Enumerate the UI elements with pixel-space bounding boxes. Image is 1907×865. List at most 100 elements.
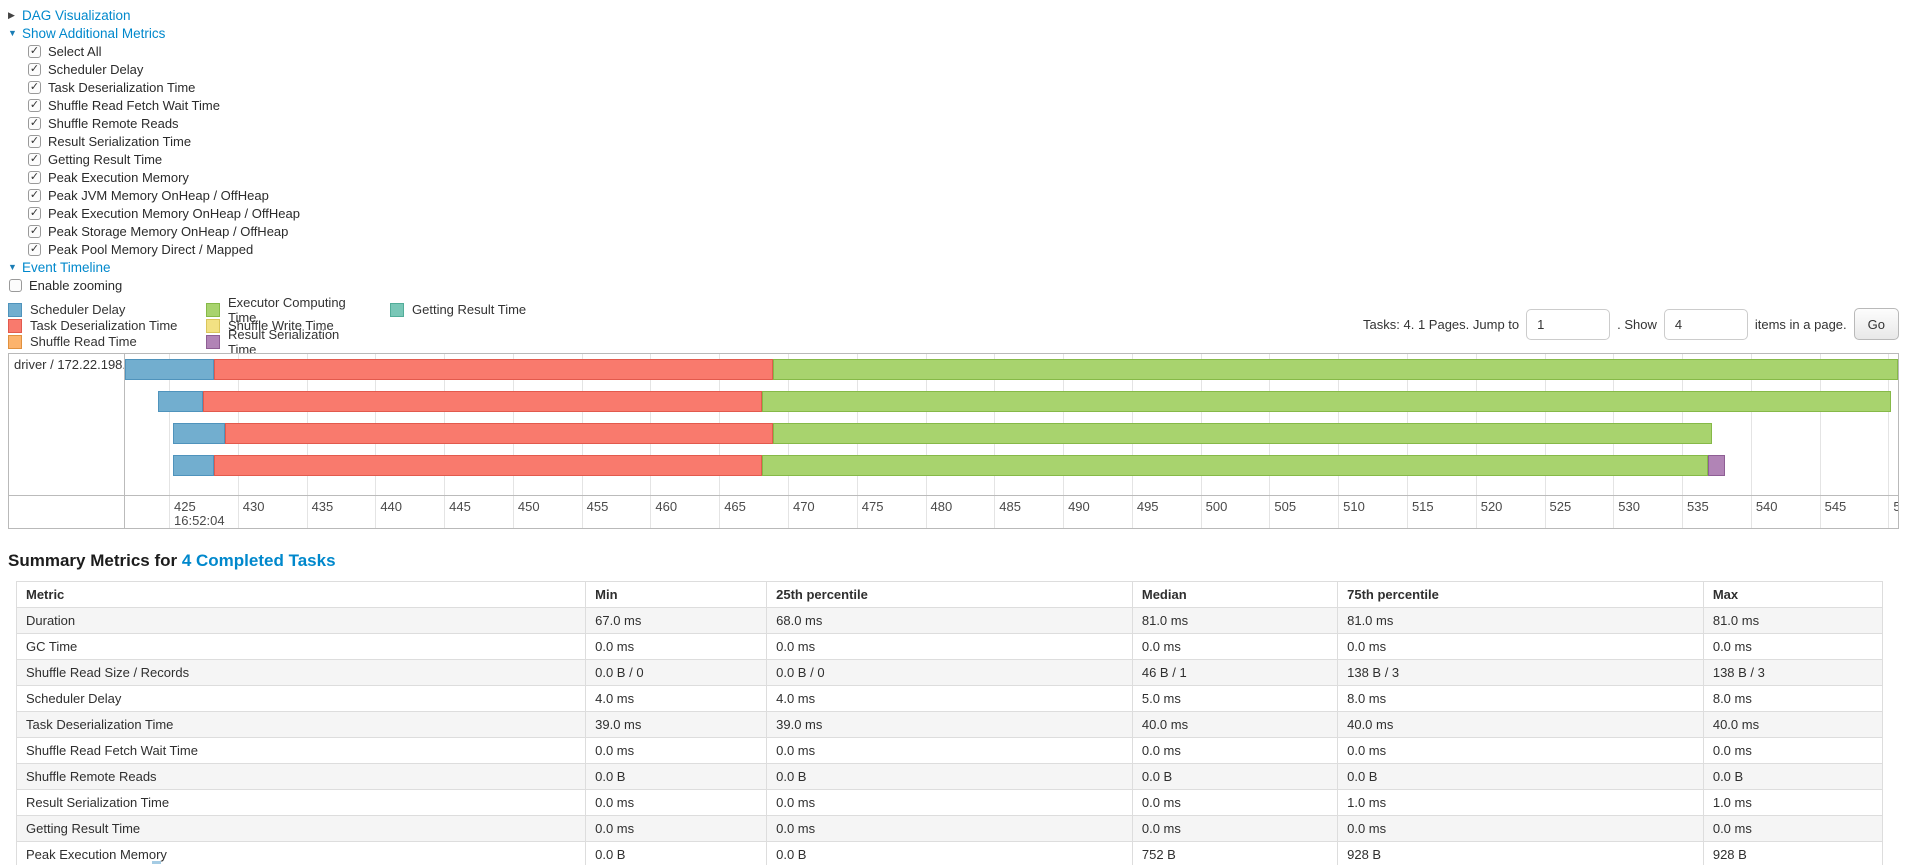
metric-option-peak-storage-memory-onheap-offheap[interactable]: ✓ Peak Storage Memory OnHeap / OffHeap <box>28 222 1907 240</box>
task-3-scheduler-segment[interactable] <box>173 423 226 444</box>
table-cell: 68.0 ms <box>766 607 1133 634</box>
checkbox-icon[interactable]: ✓ <box>28 224 41 238</box>
metric-option-result-serialization-time[interactable]: ✓ Result Serialization Time <box>28 132 1907 150</box>
table-cell: 0.0 ms <box>1337 633 1704 660</box>
heading-prefix: Summary Metrics for <box>8 551 182 570</box>
go-button[interactable]: Go <box>1853 308 1899 340</box>
checkbox-icon[interactable]: ✓ <box>28 80 41 94</box>
axis-tick-label: 445 <box>449 499 471 514</box>
table-cell: 0.0 ms <box>1702 633 1884 660</box>
task-1-scheduler-segment[interactable] <box>125 359 215 380</box>
dag-visualization-link[interactable]: DAG Visualization <box>22 7 131 23</box>
checkbox-icon[interactable]: ✓ <box>28 116 41 130</box>
enable-zooming-option[interactable]: Enable zooming <box>8 276 1907 294</box>
completed-tasks-link[interactable]: 4 Completed Tasks <box>181 551 336 570</box>
table-row-shuffle-read-size-records: Shuffle Read Size / Records 0.0 B / 0 0.0 … <box>15 659 1884 686</box>
axis-tick-label: 480 <box>930 499 953 514</box>
checkbox-icon[interactable]: ✓ <box>28 134 41 148</box>
jump-to-page-input[interactable] <box>1526 308 1611 340</box>
clipped-next-section <box>152 861 161 864</box>
task-2-scheduler-segment[interactable] <box>158 391 204 412</box>
scheduler-delay-swatch-icon <box>8 302 22 317</box>
chevron-right-icon: ▶ <box>8 9 15 20</box>
event-timeline-link[interactable]: Event Timeline <box>22 259 111 275</box>
task-4-deserialization-segment[interactable] <box>214 455 762 476</box>
metric-option-shuffle-read-fetch-wait-time[interactable]: ✓ Shuffle Read Fetch Wait Time <box>28 96 1907 114</box>
checkbox-icon[interactable]: ✓ <box>28 98 41 112</box>
legend-label: Shuffle Read Time <box>30 334 137 349</box>
metric-option-getting-result-time[interactable]: ✓ Getting Result Time <box>28 150 1907 168</box>
task-1-executor-segment[interactable] <box>772 359 1898 380</box>
table-header-row: Metric Min 25th percentile Median 75th perce… <box>15 581 1884 608</box>
metric-option-label: Peak Storage Memory OnHeap / OffHeap <box>48 223 289 239</box>
top-controls: ▶ DAG Visualization ▼ Show Additional Me… <box>0 6 1907 294</box>
table-cell: 0.0 B <box>1131 763 1339 790</box>
show-additional-metrics-link[interactable]: Show Additional Metrics <box>22 25 166 41</box>
metric-option-peak-pool-memory-direct-mapped[interactable]: ✓ Peak Pool Memory Direct / Mapped <box>28 240 1907 258</box>
executor-computing-time-swatch-icon <box>206 302 220 317</box>
metric-option-scheduler-delay[interactable]: ✓ Scheduler Delay <box>28 60 1907 78</box>
checkbox-icon[interactable]: ✓ <box>28 170 41 184</box>
task-4-result_serialization-segment[interactable] <box>1708 455 1725 476</box>
result-serialization-time-swatch-icon <box>206 334 220 349</box>
legend-item-shuffle-write-time: Shuffle Write Time <box>206 318 364 333</box>
event-timeline-toggle[interactable]: ▼ Event Timeline <box>8 258 1907 276</box>
legend-label: Shuffle Write Time <box>228 318 334 333</box>
metric-option-label: Select All <box>48 43 102 59</box>
legend-label: Getting Result Time <box>412 302 527 317</box>
table-cell: 0.0 ms <box>1131 633 1339 660</box>
enable-zooming-checkbox[interactable] <box>9 278 22 292</box>
checkbox-icon[interactable]: ✓ <box>28 206 41 220</box>
metric-option-task-deserialization-time[interactable]: ✓ Task Deserialization Time <box>28 78 1907 96</box>
table-cell: Shuffle Read Size / Records <box>15 659 587 686</box>
checkbox-icon[interactable]: ✓ <box>28 242 41 256</box>
task-4-scheduler-segment[interactable] <box>173 455 215 476</box>
legend-item-result-serialization-time: Result Serialization Time <box>206 327 364 357</box>
legend-label: Scheduler Delay <box>30 302 126 317</box>
table-cell: Shuffle Read Fetch Wait Time <box>15 737 587 764</box>
axis-tick-label: 425 <box>174 499 196 514</box>
timeline-label-column: driver / 172.22.198.104 <box>9 354 125 528</box>
table-cell: 0.0 ms <box>585 789 768 816</box>
checkbox-icon[interactable]: ✓ <box>28 62 41 76</box>
table-cell: Task Deserialization Time <box>15 711 587 738</box>
metric-option-label: Task Deserialization Time <box>48 79 196 95</box>
table-cell: 0.0 ms <box>585 815 768 842</box>
task-2-executor-segment[interactable] <box>761 391 1892 412</box>
table-cell: 928 B <box>1337 841 1704 865</box>
metric-option-label: Scheduler Delay <box>48 61 144 77</box>
metric-option-label: Peak Pool Memory Direct / Mapped <box>48 241 254 257</box>
table-cell: 0.0 ms <box>1337 737 1704 764</box>
axis-tick-label: 495 <box>1136 499 1159 514</box>
checkbox-icon[interactable]: ✓ <box>28 152 41 166</box>
dag-visualization-toggle[interactable]: ▶ DAG Visualization <box>8 6 1907 24</box>
show-additional-metrics-toggle[interactable]: ▼ Show Additional Metrics <box>8 24 1907 42</box>
axis-tick-label: 540 <box>1755 499 1778 514</box>
gridline <box>1819 354 1821 528</box>
metric-option-shuffle-remote-reads[interactable]: ✓ Shuffle Remote Reads <box>28 114 1907 132</box>
task-2-deserialization-segment[interactable] <box>203 391 762 412</box>
task-3-deserialization-segment[interactable] <box>225 423 773 444</box>
checkbox-icon[interactable]: ✓ <box>28 188 41 202</box>
task-1-deserialization-segment[interactable] <box>214 359 773 380</box>
checkbox-icon[interactable]: ✓ <box>28 44 41 58</box>
table-cell: 0.0 ms <box>766 815 1133 842</box>
table-cell: 81.0 ms <box>1337 607 1704 634</box>
table-cell: 0.0 ms <box>766 789 1133 816</box>
metric-option-label: Peak Execution Memory <box>48 169 189 185</box>
items-per-page-input[interactable] <box>1663 308 1748 340</box>
metric-option-label: Result Serialization Time <box>48 133 192 149</box>
task-3-executor-segment[interactable] <box>772 423 1713 444</box>
table-row-task-deserialization-time: Task Deserialization Time 39.0 ms 39.0 ms 4… <box>15 711 1884 738</box>
metric-option-select-all[interactable]: ✓ Select All <box>28 42 1907 60</box>
task-4-executor-segment[interactable] <box>761 455 1709 476</box>
metric-option-peak-jvm-memory-onheap-offheap[interactable]: ✓ Peak JVM Memory OnHeap / OffHeap <box>28 186 1907 204</box>
axis-tick-label: 545 <box>1824 499 1847 514</box>
event-timeline-chart[interactable]: 425 16:52:04 430 435 440 445 450 455 460 465 470 47… <box>8 353 1899 529</box>
metric-option-peak-execution-memory-onheap-offheap[interactable]: ✓ Peak Execution Memory OnHeap / OffHeap <box>28 204 1907 222</box>
table-cell: 0.0 B / 0 <box>766 659 1133 686</box>
metric-option-peak-execution-memory[interactable]: ✓ Peak Execution Memory <box>28 168 1907 186</box>
table-row-peak-execution-memory: Peak Execution Memory 0.0 B 0.0 B 752 B 928 … <box>15 841 1884 865</box>
table-cell: 138 B / 3 <box>1702 659 1884 686</box>
table-cell: 0.0 ms <box>766 737 1133 764</box>
